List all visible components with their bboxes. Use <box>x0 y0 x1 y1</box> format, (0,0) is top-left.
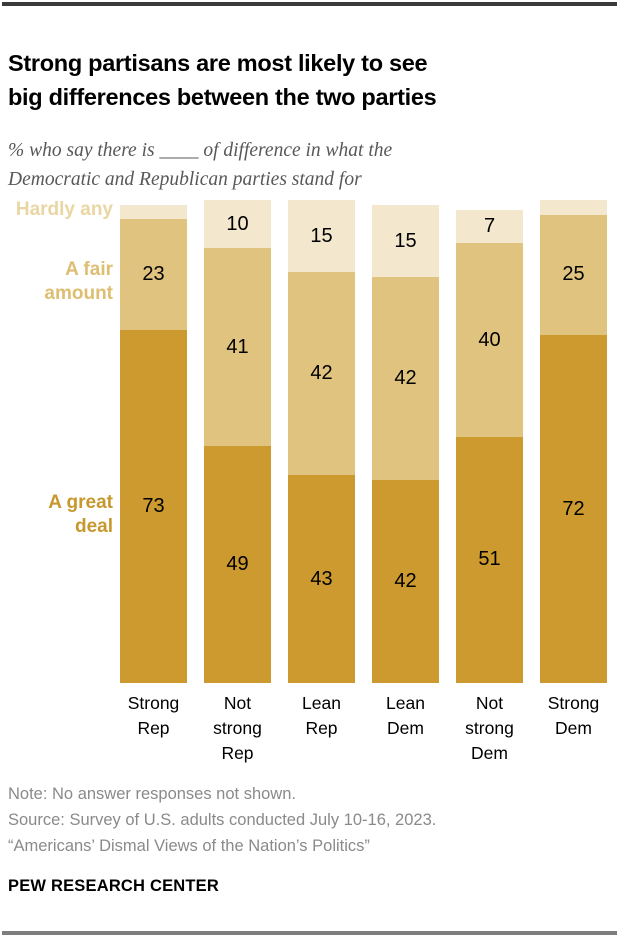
x-axis-label-strong-dem: Strong Dem <box>547 693 600 738</box>
bar-strong-dem: 25 72 <box>540 200 607 683</box>
legend-label-hardly-any: Hardly any <box>15 199 113 220</box>
bar-strong-rep: 23 73 <box>120 204 187 683</box>
x-axis-label-strong-rep: Strong Rep <box>127 693 180 738</box>
segment-a-fair-amount: 23 <box>120 219 187 331</box>
bar-value-label: 15 <box>310 224 333 247</box>
x-axis-label-lean-dem: Lean Dem <box>386 693 425 738</box>
segment-hardly-any: 15 <box>372 204 439 278</box>
bar-not-strong-rep: 10 41 49 <box>204 200 271 683</box>
segment-a-great-deal: 42 <box>372 480 439 683</box>
segment-a-great-deal: 43 <box>288 475 355 683</box>
segment-a-fair-amount: 25 <box>540 214 607 336</box>
bar-lean-rep: 15 42 43 <box>288 200 355 683</box>
bar-value-label: 40 <box>478 328 501 351</box>
footer-notes: Note: No answer responses not shown. Sou… <box>8 781 608 859</box>
bar-value-label: 41 <box>226 335 249 358</box>
x-axis-label-not-strong-rep: Not strong Rep <box>213 693 262 763</box>
stacked-bar-plot: 23 73 10 41 49 15 42 43 15 42 42 7 40 51 25 72 <box>120 200 609 683</box>
segment-hardly-any <box>120 204 187 220</box>
segment-hardly-any: 15 <box>288 200 355 273</box>
segment-hardly-any: 7 <box>456 209 523 244</box>
bottom-divider <box>2 931 617 935</box>
page-title-line2: big differences between the two parties <box>8 83 437 110</box>
bar-lean-dem: 15 42 42 <box>372 204 439 683</box>
segment-a-fair-amount: 42 <box>372 277 439 481</box>
bar-value-label: 7 <box>483 215 496 238</box>
legend-label-a-great-deal: A great deal <box>48 492 113 537</box>
bar-value-label: 43 <box>310 567 333 590</box>
segment-a-fair-amount: 42 <box>288 272 355 476</box>
bar-value-label: 42 <box>394 367 417 390</box>
bar-value-label: 15 <box>394 229 417 252</box>
bar-value-label: 49 <box>226 553 249 576</box>
bar-value-label: 42 <box>394 570 417 593</box>
page-title: Strong partisans are most likely to see … <box>8 46 614 114</box>
chart-subtitle: % who say there is ____ of difference in… <box>8 136 588 194</box>
bar-value-label: 42 <box>310 362 333 385</box>
segment-a-great-deal: 49 <box>204 446 271 683</box>
footer-note: Note: No answer responses not shown. <box>8 785 296 803</box>
x-axis-label-lean-rep: Lean Rep <box>302 693 341 738</box>
bar-value-label: 51 <box>478 548 501 571</box>
bar-value-label: 23 <box>142 263 165 286</box>
x-axis-labels: Strong Rep Not strong Rep Lean Rep Lean Dem… <box>120 691 609 771</box>
bar-value-label: 25 <box>562 263 585 286</box>
segment-hardly-any <box>540 200 607 215</box>
chart-subtitle-line2: Democratic and Republican parties stand … <box>8 168 362 190</box>
segment-a-great-deal: 51 <box>456 436 523 683</box>
footer-report-title: “Americans’ Dismal Views of the Nation’s… <box>8 837 370 855</box>
pew-research-center-wordmark: PEW RESEARCH CENTER <box>8 877 219 895</box>
segment-a-great-deal: 72 <box>540 335 607 683</box>
page-title-line1: Strong partisans are most likely to see <box>8 49 428 76</box>
bar-value-label: 73 <box>142 495 165 518</box>
bar-value-label: 10 <box>226 212 249 235</box>
bar-not-strong-dem: 7 40 51 <box>456 209 523 683</box>
top-divider <box>2 2 617 6</box>
segment-a-fair-amount: 41 <box>204 248 271 447</box>
segment-hardly-any: 10 <box>204 200 271 249</box>
footer-source: Source: Survey of U.S. adults conducted … <box>8 811 437 829</box>
chart-subtitle-line1: % who say there is ____ of difference in… <box>8 139 393 161</box>
segment-a-fair-amount: 40 <box>456 243 523 437</box>
x-axis-label-not-strong-dem: Not strong Dem <box>465 693 514 763</box>
legend-label-a-fair-amount: A fair amount <box>44 259 113 304</box>
bar-value-label: 72 <box>562 497 585 520</box>
segment-a-great-deal: 73 <box>120 330 187 683</box>
